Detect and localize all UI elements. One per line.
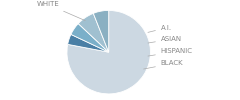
Wedge shape bbox=[78, 13, 109, 52]
Wedge shape bbox=[67, 10, 150, 94]
Wedge shape bbox=[93, 10, 109, 52]
Text: WHITE: WHITE bbox=[36, 1, 85, 21]
Text: A.I.: A.I. bbox=[148, 25, 172, 32]
Text: HISPANIC: HISPANIC bbox=[148, 48, 193, 56]
Text: ASIAN: ASIAN bbox=[148, 36, 182, 43]
Wedge shape bbox=[71, 24, 109, 52]
Text: BLACK: BLACK bbox=[144, 60, 184, 69]
Wedge shape bbox=[68, 34, 109, 52]
